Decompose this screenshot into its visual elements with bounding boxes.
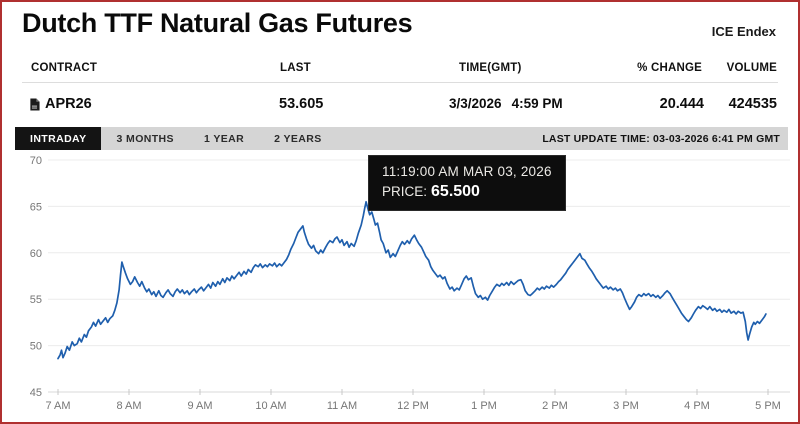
svg-text:2 PM: 2 PM (542, 400, 568, 412)
svg-text:55: 55 (30, 294, 42, 306)
svg-text:3 PM: 3 PM (613, 400, 639, 412)
col-header-change: % CHANGE (637, 62, 702, 74)
svg-text:1 PM: 1 PM (471, 400, 497, 412)
svg-text:65: 65 (30, 201, 42, 213)
page-title: Dutch TTF Natural Gas Futures (22, 8, 413, 38)
last-price-cell: 53.605 (279, 96, 324, 112)
svg-text:4 PM: 4 PM (684, 400, 710, 412)
tooltip-price-label: PRICE: (382, 184, 428, 199)
svg-text:11 AM: 11 AM (327, 400, 357, 412)
svg-text:10 AM: 10 AM (255, 400, 286, 412)
contract-cell[interactable]: APR26 (29, 96, 92, 112)
tab-3-months[interactable]: 3 MONTHS (116, 132, 174, 145)
col-header-last: LAST (280, 62, 311, 74)
col-header-volume: VOLUME (726, 62, 777, 74)
tab-1-year[interactable]: 1 YEAR (203, 132, 245, 145)
col-header-contract: CONTRACT (31, 62, 98, 74)
tooltip-datetime: 11:19:00 AM MAR 03, 2026 (382, 164, 552, 179)
svg-text:7 AM: 7 AM (45, 400, 70, 412)
chart-tooltip: 11:19:00 AM MAR 03, 2026 PRICE: 65.500 (368, 155, 566, 211)
svg-text:50: 50 (30, 341, 42, 353)
exchange-name: ICE Endex (711, 24, 776, 39)
svg-text:45: 45 (30, 387, 42, 399)
tab-2-years[interactable]: 2 YEARS (274, 132, 322, 145)
trade-time: 4:59 PM (511, 96, 563, 111)
time-cell: 3/3/2026 4:59 PM (449, 96, 563, 111)
price-chart-svg: 45 50 55 60 65 70 7 AM 8 AM 9 AM 10 AM 11 AM 12 PM 1… (30, 155, 790, 412)
trade-date: 3/3/2026 (449, 96, 502, 111)
svg-text:12 PM: 12 PM (397, 400, 429, 412)
col-header-time: TIME(GMT) (459, 62, 522, 74)
contract-label: APR26 (45, 96, 92, 112)
price-chart[interactable]: 45 50 55 60 65 70 7 AM 8 AM 9 AM 10 AM 11 AM 12 PM 1… (2, 152, 798, 422)
svg-text:60: 60 (30, 248, 42, 260)
svg-text:8 AM: 8 AM (116, 400, 141, 412)
range-tabbar: INTRADAY 3 MONTHS 1 YEAR 2 YEARS LAST UP… (15, 127, 788, 150)
tooltip-price-value: 65.500 (431, 183, 480, 200)
volume-cell: 424535 (728, 96, 777, 112)
svg-text:5 PM: 5 PM (755, 400, 781, 412)
table-header-divider (22, 82, 778, 83)
svg-text:9 AM: 9 AM (187, 400, 212, 412)
percent-change-cell: 20.444 (659, 96, 704, 112)
tab-intraday[interactable]: INTRADAY (15, 127, 102, 150)
last-update-time: LAST UPDATE TIME: 03-03-2026 6:41 PM GMT (542, 132, 780, 145)
contract-document-icon[interactable] (29, 98, 40, 111)
svg-text:70: 70 (30, 155, 42, 167)
